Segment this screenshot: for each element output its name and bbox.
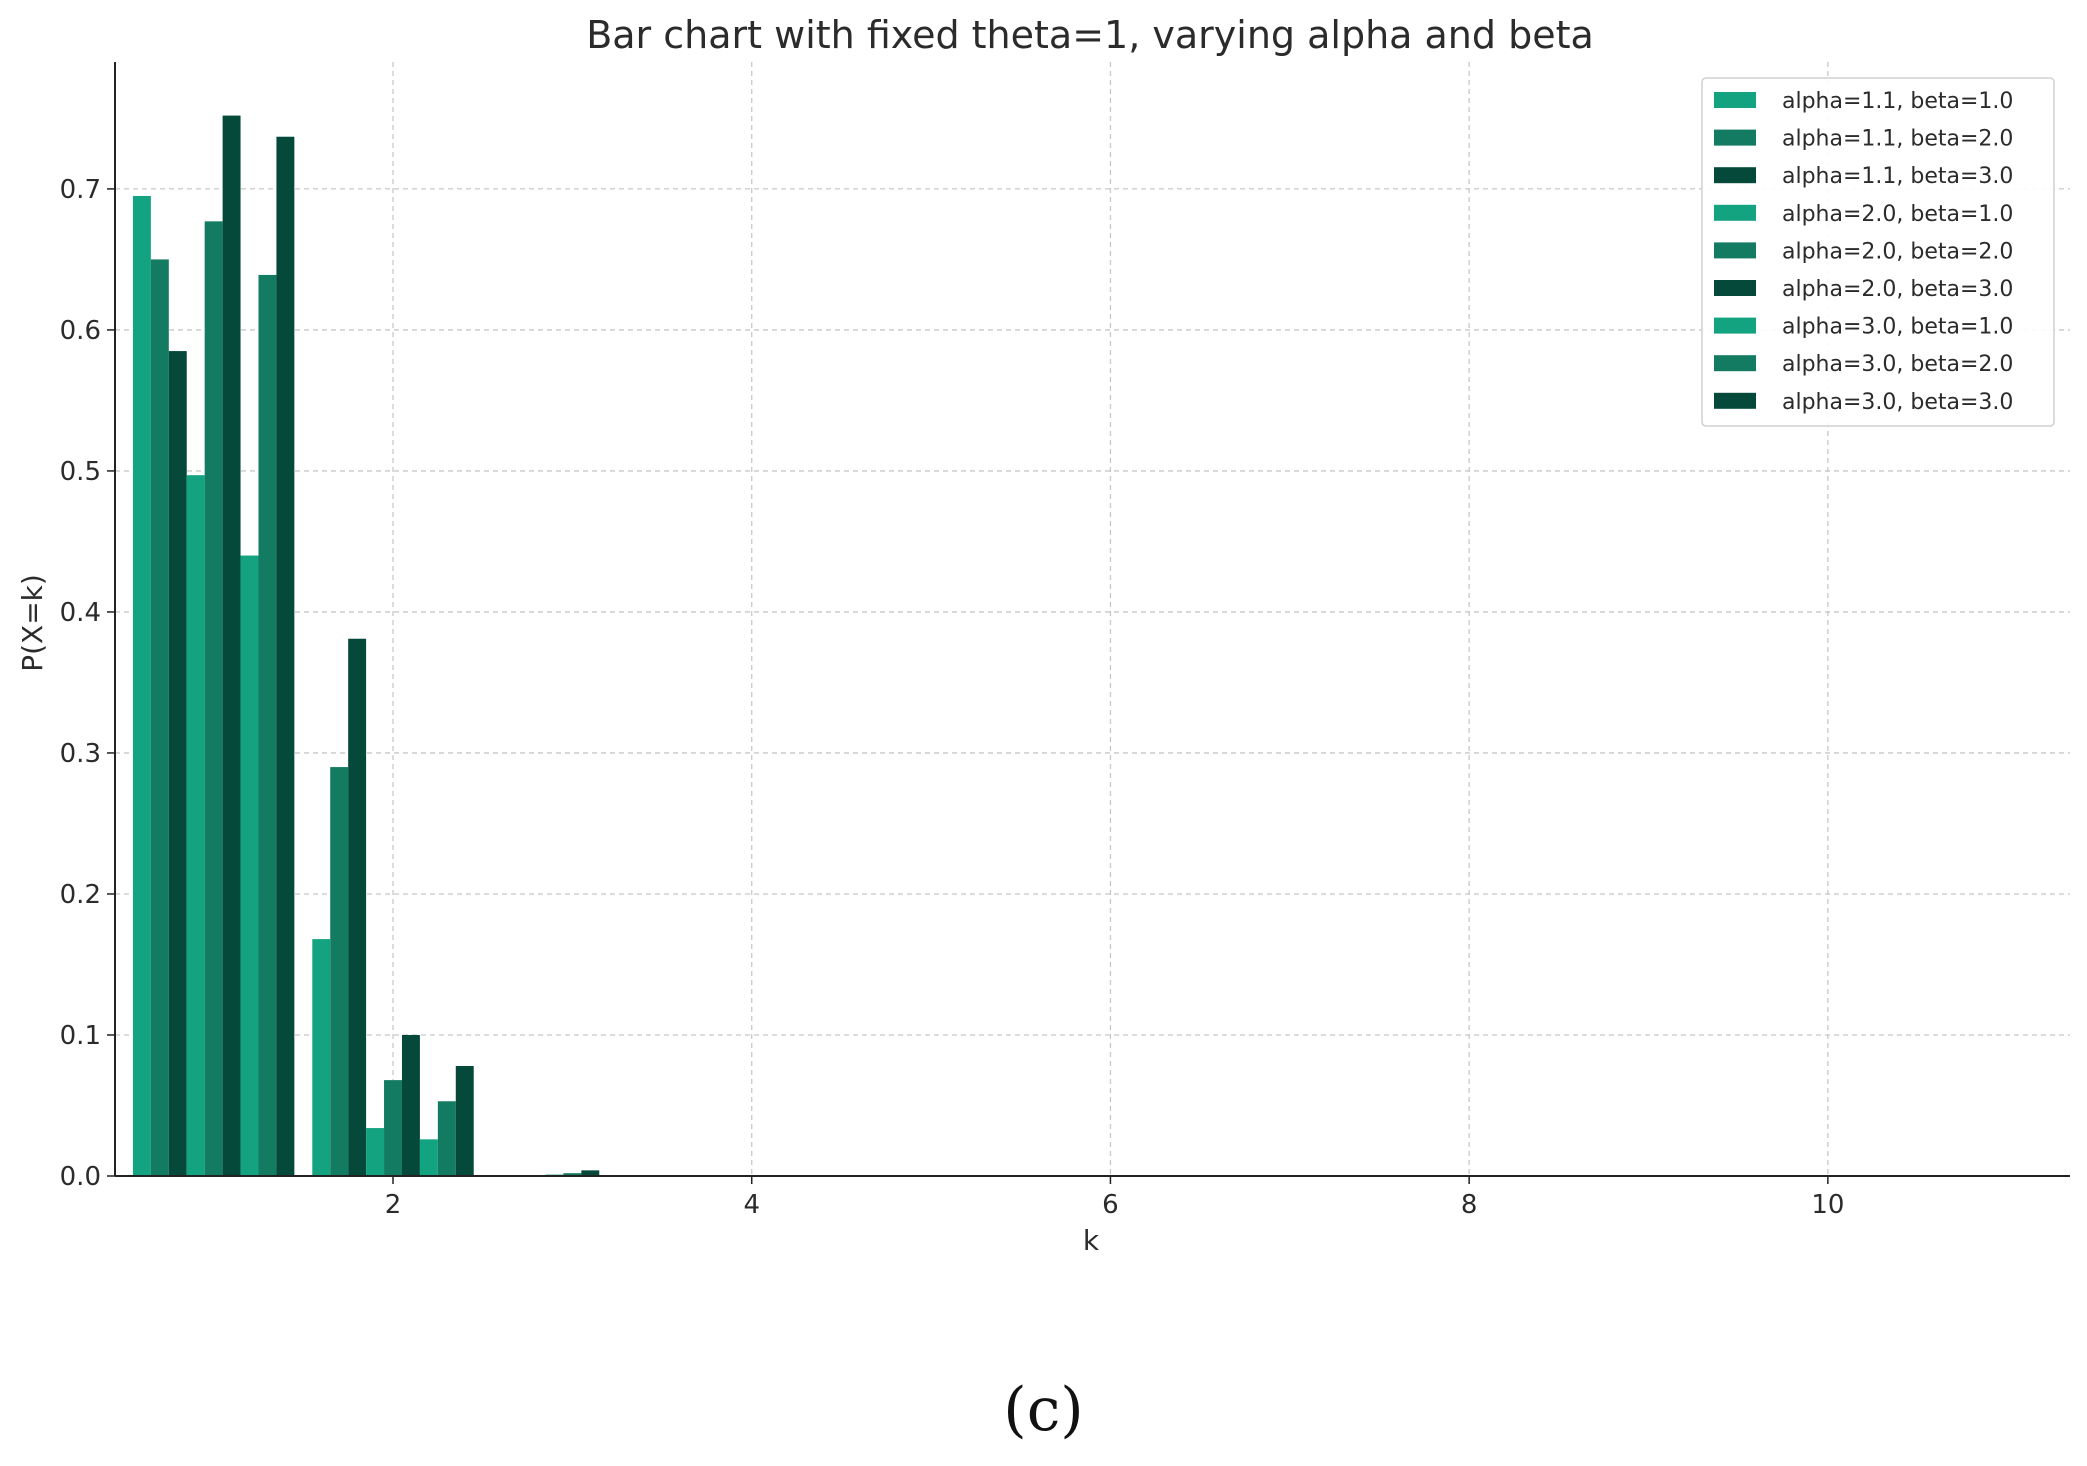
legend-label: alpha=1.1, beta=2.0 bbox=[1782, 127, 2013, 152]
bar bbox=[581, 1170, 600, 1176]
y-tick-label: 0.1 bbox=[60, 1021, 101, 1051]
x-tick-label: 2 bbox=[385, 1190, 402, 1220]
legend-swatch bbox=[1714, 129, 1756, 146]
bar bbox=[240, 555, 259, 1176]
y-tick-label: 0.7 bbox=[60, 175, 101, 205]
x-tick-label: 4 bbox=[743, 1190, 760, 1220]
legend-swatch bbox=[1714, 355, 1756, 372]
bar bbox=[401, 1034, 420, 1176]
legend-label: alpha=2.0, beta=1.0 bbox=[1782, 202, 2013, 227]
bar bbox=[186, 475, 205, 1176]
legend-label: alpha=2.0, beta=2.0 bbox=[1782, 239, 2013, 264]
bars bbox=[132, 115, 600, 1177]
bar bbox=[330, 767, 349, 1176]
axes bbox=[107, 62, 2070, 1184]
tick-labels: 2 4 6 8 10 0.0 0.1 0.2 0.3 0.4 0.5 0.6 0.7 bbox=[60, 175, 1845, 1220]
y-tick-label: 0.5 bbox=[60, 457, 101, 487]
x-tick-label: 8 bbox=[1461, 1190, 1478, 1220]
legend-swatch bbox=[1714, 204, 1756, 221]
y-tick-label: 0.2 bbox=[60, 880, 101, 910]
chart-title: Bar chart with fixed theta=1, varying al… bbox=[586, 13, 1594, 57]
legend-label: alpha=3.0, beta=2.0 bbox=[1782, 352, 2013, 377]
bar bbox=[168, 351, 187, 1177]
bar bbox=[419, 1139, 438, 1176]
x-tick-label: 10 bbox=[1811, 1190, 1844, 1220]
bar bbox=[348, 638, 367, 1176]
bar bbox=[455, 1066, 474, 1176]
legend-label: alpha=2.0, beta=3.0 bbox=[1782, 277, 2013, 302]
legend-swatch bbox=[1714, 280, 1756, 296]
x-tick-label: 6 bbox=[1102, 1190, 1119, 1220]
bar bbox=[384, 1080, 402, 1176]
bar-chart: Bar chart with fixed theta=1, varying al… bbox=[16, 13, 2070, 1257]
figure-caption: (c) bbox=[1003, 1375, 1084, 1445]
legend-swatch bbox=[1714, 242, 1756, 259]
legend-swatch bbox=[1714, 92, 1756, 108]
legend-label: alpha=3.0, beta=1.0 bbox=[1782, 315, 2013, 340]
legend-label: alpha=3.0, beta=3.0 bbox=[1782, 390, 2013, 415]
bar bbox=[276, 136, 295, 1177]
bar bbox=[258, 274, 277, 1177]
y-tick-label: 0.3 bbox=[60, 739, 101, 769]
bar bbox=[204, 221, 223, 1176]
bar bbox=[437, 1101, 456, 1176]
legend-swatch bbox=[1714, 392, 1756, 409]
legend-box bbox=[1701, 77, 2055, 427]
y-tick-label: 0.0 bbox=[60, 1162, 101, 1192]
y-tick-label: 0.6 bbox=[60, 316, 101, 346]
legend-swatch bbox=[1714, 167, 1756, 184]
bar bbox=[312, 939, 331, 1176]
legend-label: alpha=1.1, beta=1.0 bbox=[1782, 89, 2013, 114]
legend-swatch bbox=[1714, 317, 1756, 334]
bar bbox=[222, 115, 241, 1176]
bar bbox=[132, 195, 151, 1176]
bar bbox=[563, 1173, 582, 1176]
x-axis-label: k bbox=[1083, 1224, 1100, 1257]
legend-label: alpha=1.1, beta=3.0 bbox=[1782, 164, 2013, 189]
y-tick-label: 0.4 bbox=[60, 598, 101, 628]
legend: alpha=1.1, beta=1.0 alpha=1.1, beta=2.0 al… bbox=[1701, 77, 2055, 427]
bar bbox=[150, 259, 169, 1176]
bar bbox=[366, 1128, 385, 1176]
y-axis-label: P(X=k) bbox=[16, 574, 49, 672]
